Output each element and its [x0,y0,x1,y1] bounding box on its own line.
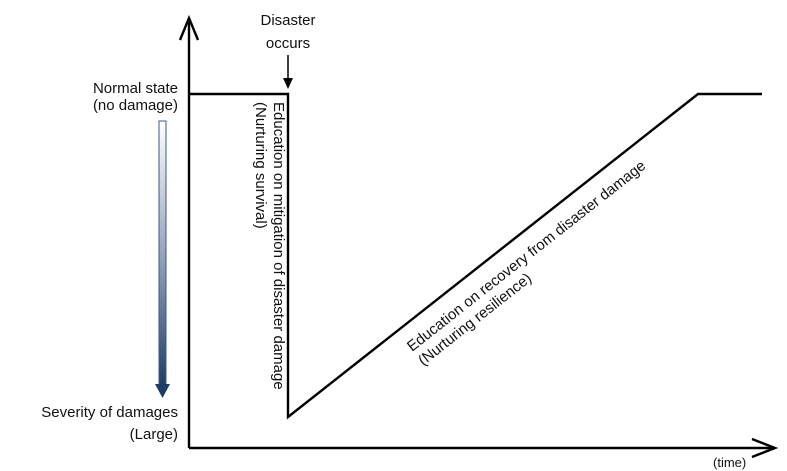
disaster-arrowhead [283,78,293,89]
occurs-label: occurs [266,35,310,52]
y-axis-arrowhead [178,14,200,41]
severity-label: Severity of damages [41,404,178,421]
time-label: (time) [713,455,746,470]
severity-large-label: (Large) [130,426,178,443]
no-damage-label: (no damage) [93,97,178,114]
nurturing-survival-label: (Nurturing survival) [252,102,269,229]
normal-state-label: Normal state [93,80,178,97]
disaster-label: Disaster [260,12,315,29]
x-axis-arrowhead [751,437,779,459]
mitigation-label: Education on mitigation of disaster dama… [270,102,287,390]
severity-arrowhead [155,384,170,398]
severity-gradient-arrow [158,120,167,387]
damage-curve [189,92,762,420]
recovery-label: Education on recovery from disaster dama… [404,157,649,355]
